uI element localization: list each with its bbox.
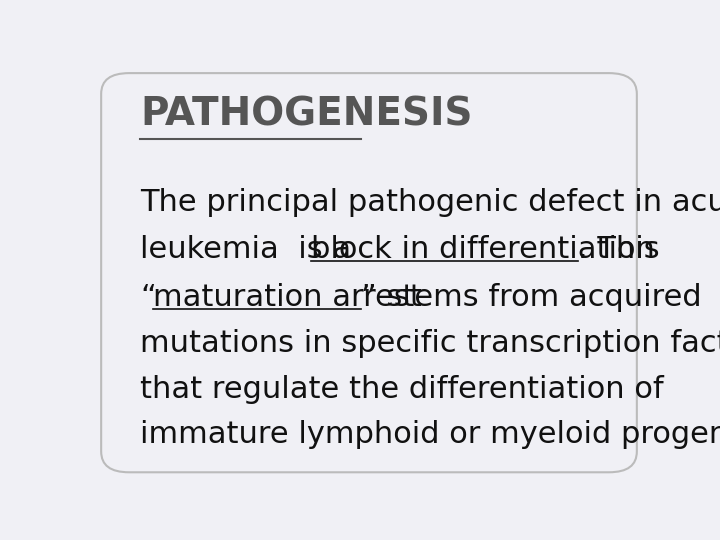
Text: block in differentiation: block in differentiation — [311, 235, 655, 265]
FancyBboxPatch shape — [101, 73, 637, 472]
Text: “: “ — [140, 283, 156, 312]
Text: ” stems from acquired: ” stems from acquired — [361, 283, 701, 312]
Text: The principal pathogenic defect in acute: The principal pathogenic defect in acute — [140, 187, 720, 217]
Text: maturation arrest: maturation arrest — [153, 283, 421, 312]
Text: . This: . This — [578, 235, 660, 265]
Text: PATHOGENESIS: PATHOGENESIS — [140, 96, 473, 134]
Text: leukemia  is a: leukemia is a — [140, 235, 361, 265]
Text: immature lymphoid or myeloid progenitors.: immature lymphoid or myeloid progenitors… — [140, 420, 720, 449]
Text: that regulate the differentiation of: that regulate the differentiation of — [140, 375, 664, 403]
Text: mutations in specific transcription factors: mutations in specific transcription fact… — [140, 329, 720, 358]
